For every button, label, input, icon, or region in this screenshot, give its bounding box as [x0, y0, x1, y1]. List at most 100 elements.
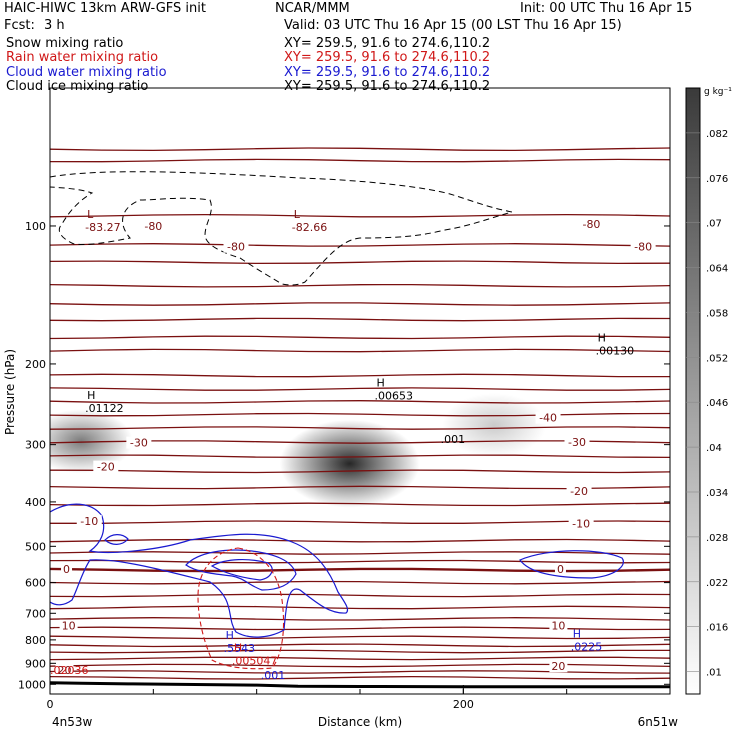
colorbar-label: .064 — [706, 264, 728, 275]
colorbar-label: .076 — [706, 174, 728, 185]
colorbar-unit: g kg⁻¹ — [704, 87, 732, 97]
temperature-contour — [50, 454, 670, 459]
organization-label: NCAR/MMM — [275, 1, 350, 16]
temperature-label: 0 — [557, 563, 564, 576]
extremum-value: .02036 — [50, 664, 89, 677]
temperature-contour — [50, 302, 670, 306]
temperature-label-bg — [568, 517, 594, 530]
colorbar-label: .016 — [706, 623, 728, 634]
temperature-contour — [50, 593, 670, 598]
temperature-contour — [50, 260, 670, 265]
temperature-contour — [50, 502, 670, 507]
temperature-label-bg — [126, 436, 152, 449]
temperature-contour — [50, 335, 670, 340]
extremum-value: .01122 — [85, 402, 124, 415]
temperature-contour — [50, 663, 670, 668]
ground-surface-line — [50, 681, 670, 689]
colorbar-label: .028 — [706, 533, 728, 544]
colorbar-label: .022 — [706, 578, 728, 589]
temperature-label: 10 — [551, 620, 565, 633]
temperature-label-bg — [61, 562, 73, 575]
field-label-rain: Rain water mixing ratio — [6, 50, 159, 65]
y-tick-label: 100 — [25, 220, 46, 233]
field-label-cloud-water: Cloud water mixing ratio — [6, 65, 167, 80]
temperature-label: -20 — [97, 461, 115, 474]
extremum-marker: H — [598, 331, 606, 344]
temperature-contour — [50, 551, 670, 555]
extremum-value: .00653 — [374, 389, 413, 402]
cloud-water-contour-inner — [185, 549, 297, 591]
temperature-label: -10 — [572, 518, 590, 531]
cloud-water-contour-east — [519, 550, 624, 579]
temperature-contour — [50, 559, 670, 564]
field-label-cloud-ice: Cloud ice mixing ratio — [6, 79, 149, 94]
temperature-contour — [50, 412, 670, 417]
temperature-contour — [50, 426, 670, 430]
y-tick-label: 600 — [25, 577, 46, 590]
temperature-contour — [50, 538, 670, 543]
temperature-contour — [50, 373, 670, 378]
cloud-water-contour-small — [104, 534, 129, 545]
temperature-contour — [50, 400, 670, 404]
extremum-value: .00130 — [596, 344, 635, 357]
y-tick-label: 200 — [25, 358, 46, 371]
field-xy-cloud-ice: XY= 259.5, 91.6 to 274.6,110.2 — [284, 79, 491, 94]
temperature-contour — [50, 469, 670, 474]
extremum-value: .5543 — [224, 642, 256, 655]
temperature-label: -10 — [80, 515, 98, 528]
temperature-label-bg — [535, 411, 561, 424]
colorbar-label: .034 — [706, 488, 728, 499]
extremum-value: .001 — [261, 669, 286, 682]
x-start-location: 4n53w — [52, 715, 93, 729]
temperature-contour — [50, 243, 670, 247]
plot-frame — [49, 87, 671, 695]
field-label-snow: Snow mixing ratio — [6, 36, 124, 51]
temperature-label-bg — [55, 663, 74, 676]
temperature-label-bg — [93, 460, 119, 473]
y-tick-label: 500 — [25, 540, 46, 553]
extremum-value: -82.66 — [292, 221, 327, 234]
temperature-contour — [50, 605, 670, 610]
temperature-contour — [50, 649, 670, 654]
temperature-contour — [50, 635, 670, 640]
temperature-contour — [50, 675, 670, 680]
temperature-contour — [50, 348, 670, 353]
temperature-label-bg — [76, 514, 102, 527]
temperature-contour — [50, 656, 670, 661]
forecast-value: 3 h — [44, 18, 65, 33]
temperature-label: -80 — [582, 218, 600, 231]
extremum-marker: H — [234, 642, 242, 655]
temperature-contour — [50, 580, 670, 585]
temperature-contour — [50, 643, 670, 648]
temperature-label-bg — [549, 619, 568, 632]
y-tick-label: 400 — [25, 496, 46, 509]
y-tick-label: 800 — [25, 634, 46, 647]
extremum-marker: H — [376, 376, 384, 389]
colorbar-label: .046 — [706, 398, 728, 409]
extremum-marker: H — [226, 629, 234, 642]
colorbar — [685, 87, 701, 695]
extremum-marker: L — [294, 208, 301, 221]
temperature-contour — [50, 617, 670, 621]
extremum-value: .005047 — [232, 655, 278, 668]
extremum-marker: H — [573, 627, 581, 640]
temperature-contour — [50, 147, 670, 152]
temperature-contour — [50, 670, 670, 674]
temperature-label-bg — [549, 660, 568, 673]
colorbar-label: .04 — [706, 443, 722, 454]
field-xy-cloud-water: XY= 259.5, 91.6 to 274.6,110.2 — [284, 65, 491, 80]
temperature-contour — [50, 567, 670, 573]
temperature-contour — [50, 520, 670, 524]
x-tick-label: 0 — [47, 698, 54, 711]
temperature-contour — [50, 387, 670, 391]
init-time: Init: 00 UTC Thu 16 Apr 15 — [520, 1, 693, 16]
y-tick-label: 1000 — [18, 678, 46, 691]
temperature-label: 0 — [63, 563, 70, 576]
temperature-label: -20 — [570, 485, 588, 498]
colorbar-label: .07 — [706, 219, 722, 230]
temperature-label-bg — [223, 240, 249, 253]
extremum-value: -83.27 — [85, 221, 120, 234]
cloud-water-contour-core — [210, 559, 273, 581]
temperature-label-bg — [59, 619, 78, 632]
colorbar-label: .052 — [706, 353, 728, 364]
